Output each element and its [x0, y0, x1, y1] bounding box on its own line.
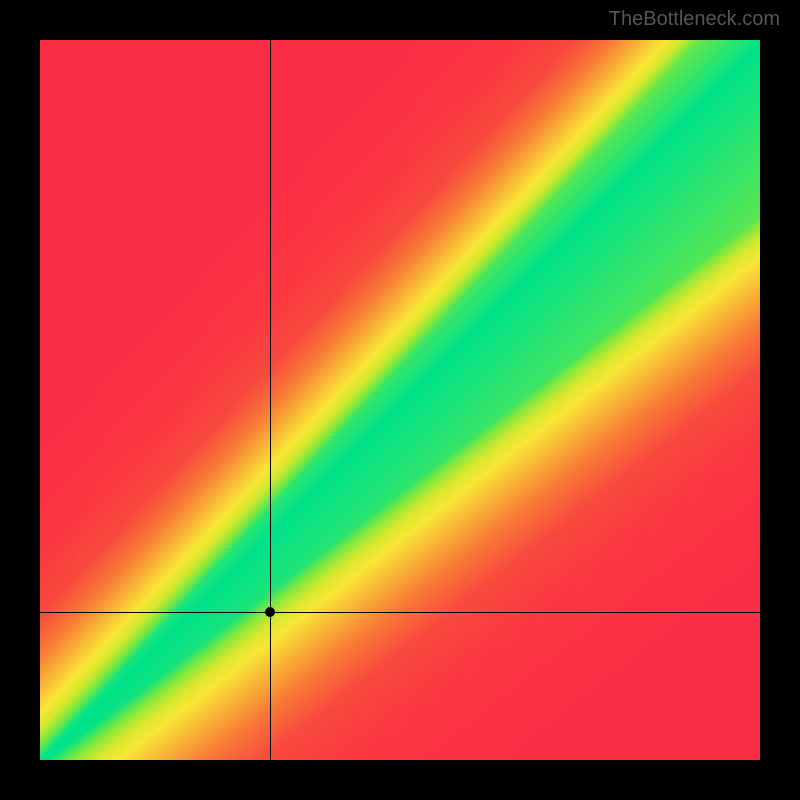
crosshair-horizontal	[40, 612, 760, 613]
watermark-text: TheBottleneck.com	[609, 8, 780, 31]
heatmap-canvas	[40, 40, 760, 760]
marker-point	[265, 607, 275, 617]
heatmap-plot	[40, 40, 760, 760]
crosshair-vertical	[270, 40, 271, 760]
